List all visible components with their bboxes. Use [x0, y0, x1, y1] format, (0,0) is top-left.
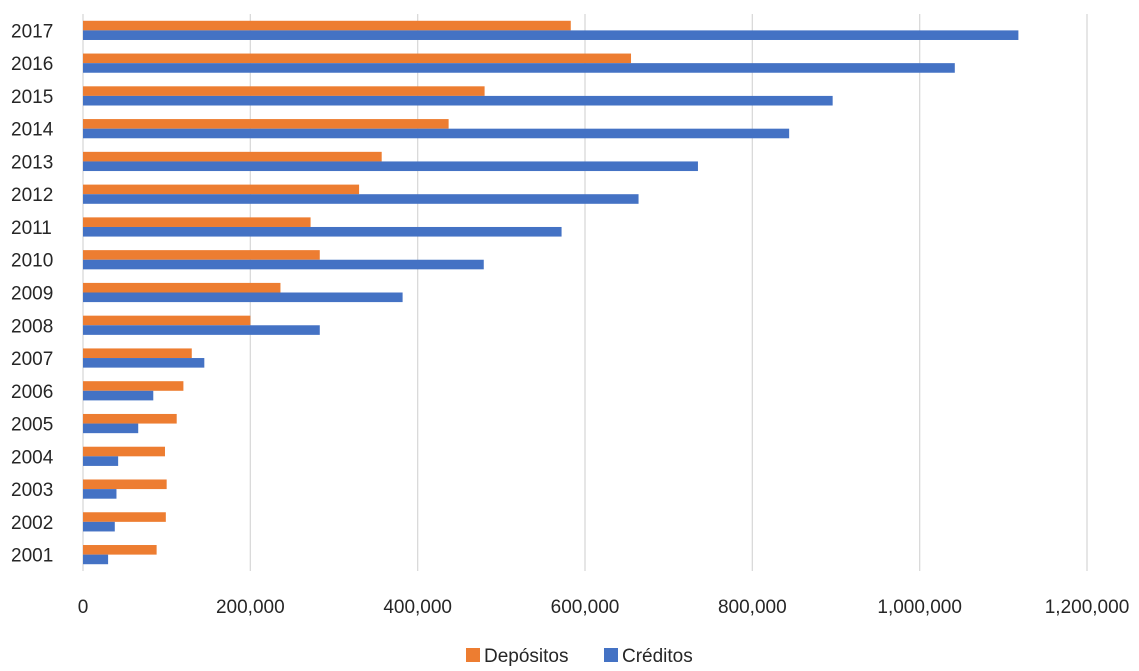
- creditos-bar: [83, 390, 154, 401]
- creditos-bar: [83, 95, 833, 106]
- depositos-bar: [83, 20, 571, 31]
- creditos-bar: [83, 325, 320, 335]
- depositos-bar: [83, 282, 281, 293]
- depositos-bar: [83, 545, 157, 555]
- creditos-bar: [83, 358, 205, 368]
- depositos-bar: [83, 119, 449, 129]
- creditos-bar: [83, 30, 1019, 40]
- x-tick-label: 400,000: [383, 597, 452, 618]
- depositos-bar: [83, 53, 632, 64]
- creditos-bar: [83, 423, 139, 434]
- legend-label: Créditos: [622, 646, 693, 666]
- legend[interactable]: Depósitos Créditos: [466, 646, 693, 667]
- depositos-bar: [83, 446, 165, 457]
- x-tick-label: 0: [78, 597, 89, 618]
- legend-label: Depósitos: [484, 646, 569, 666]
- x-tick-label: 600,000: [551, 597, 620, 618]
- legend-swatch: [604, 648, 618, 662]
- y-category-label: 2014: [11, 120, 54, 141]
- depositos-bar: [83, 250, 320, 260]
- y-category-label: 2013: [11, 152, 53, 173]
- y-category-label: 2007: [11, 349, 53, 370]
- y-category-label: 2017: [11, 21, 53, 42]
- y-category-label: 2002: [11, 513, 53, 534]
- creditos-bar: [83, 521, 115, 532]
- y-category-label: 2009: [11, 284, 53, 305]
- depositos-bar: [83, 381, 184, 391]
- depositos-bar: [83, 348, 192, 359]
- creditos-bar: [83, 554, 109, 565]
- legend-item[interactable]: Créditos: [604, 646, 693, 667]
- y-category-label: 2003: [11, 480, 53, 501]
- y-category-label: 2012: [11, 185, 53, 206]
- depositos-bar: [83, 512, 166, 522]
- creditos-bar: [83, 161, 698, 172]
- x-tick-label: 200,000: [216, 597, 285, 618]
- y-category-label: 2004: [11, 447, 54, 468]
- y-category-label: 2011: [11, 218, 52, 239]
- y-category-label: 2015: [11, 87, 53, 108]
- y-category-label: 2008: [11, 316, 53, 337]
- y-category-label: 2016: [11, 54, 53, 75]
- y-category-label: 2005: [11, 415, 53, 436]
- depositos-bar: [83, 479, 167, 490]
- creditos-bar: [83, 226, 562, 237]
- creditos-bar: [83, 128, 790, 139]
- depositos-bar: [83, 86, 485, 96]
- legend-item[interactable]: Depósitos: [466, 646, 569, 667]
- creditos-bar: [83, 194, 639, 204]
- creditos-bar: [83, 259, 484, 270]
- creditos-bar: [83, 292, 403, 303]
- x-tick-label: 1,000,000: [877, 597, 962, 618]
- y-category-label: 2001: [11, 546, 53, 567]
- creditos-bar: [83, 63, 955, 73]
- gridlines: [82, 14, 1088, 571]
- depositos-bar: [83, 151, 382, 162]
- creditos-bar: [83, 456, 119, 466]
- legend-swatch: [466, 648, 480, 662]
- x-tick-label: 800,000: [718, 597, 787, 618]
- depositos-bar: [83, 315, 251, 326]
- x-tick-label: 1,200,000: [1045, 597, 1130, 618]
- creditos-bar: [83, 489, 117, 499]
- y-category-label: 2006: [11, 382, 53, 403]
- x-axis-labels: 0 200,000 400,000 600,000 800,000 1,000,000 1,…: [78, 597, 1130, 618]
- depositos-bar: [83, 217, 311, 227]
- y-category-label: 2010: [11, 251, 53, 272]
- y-axis-labels: 2017 2016 2015 2014 2013 2012 2011 2010 2009 2008…: [11, 21, 54, 566]
- depositos-bar: [83, 184, 360, 195]
- bars: [83, 20, 1019, 565]
- depositos-bar: [83, 413, 177, 424]
